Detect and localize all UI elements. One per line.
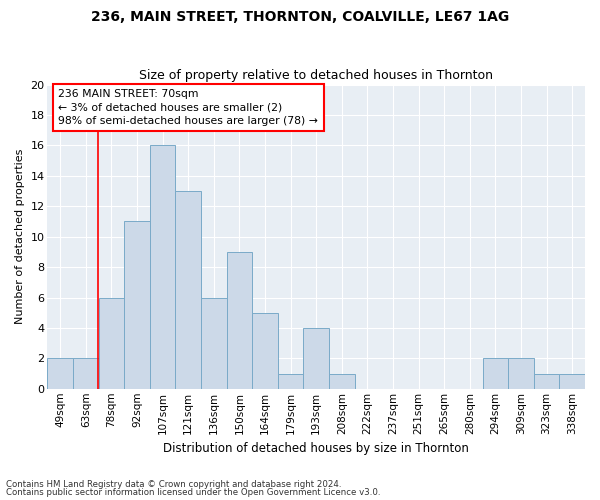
Title: Size of property relative to detached houses in Thornton: Size of property relative to detached ho… — [139, 69, 493, 82]
Bar — [150, 146, 175, 389]
Bar — [304, 328, 329, 389]
Bar — [124, 222, 150, 389]
Bar — [175, 191, 201, 389]
Bar — [534, 374, 559, 389]
Bar — [47, 358, 73, 389]
Bar — [482, 358, 508, 389]
Bar — [252, 312, 278, 389]
Bar — [201, 298, 227, 389]
Bar — [227, 252, 252, 389]
Bar — [98, 298, 124, 389]
Bar — [329, 374, 355, 389]
Text: Contains HM Land Registry data © Crown copyright and database right 2024.: Contains HM Land Registry data © Crown c… — [6, 480, 341, 489]
Text: Contains public sector information licensed under the Open Government Licence v3: Contains public sector information licen… — [6, 488, 380, 497]
X-axis label: Distribution of detached houses by size in Thornton: Distribution of detached houses by size … — [163, 442, 469, 455]
Bar — [559, 374, 585, 389]
Text: 236, MAIN STREET, THORNTON, COALVILLE, LE67 1AG: 236, MAIN STREET, THORNTON, COALVILLE, L… — [91, 10, 509, 24]
Bar — [278, 374, 304, 389]
Bar — [508, 358, 534, 389]
Y-axis label: Number of detached properties: Number of detached properties — [15, 149, 25, 324]
Text: 236 MAIN STREET: 70sqm
← 3% of detached houses are smaller (2)
98% of semi-detac: 236 MAIN STREET: 70sqm ← 3% of detached … — [58, 89, 318, 126]
Bar — [73, 358, 98, 389]
